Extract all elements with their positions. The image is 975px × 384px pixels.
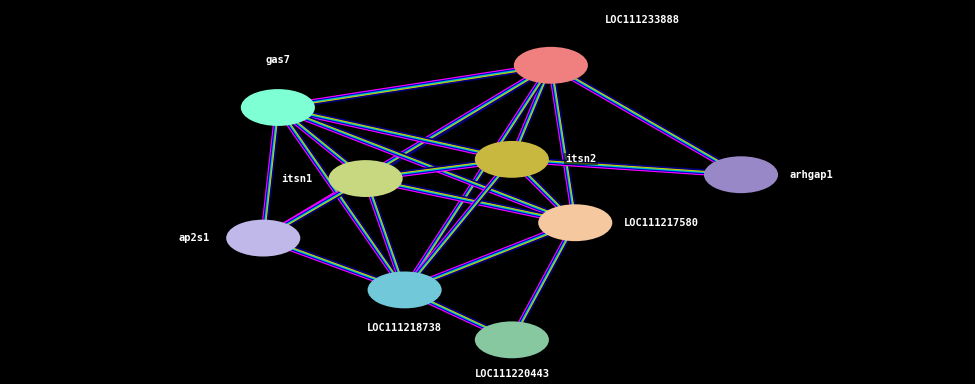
Text: ap2s1: ap2s1 [178, 233, 210, 243]
Ellipse shape [514, 47, 588, 84]
Text: LOC111220443: LOC111220443 [475, 369, 549, 379]
Ellipse shape [538, 204, 612, 241]
Ellipse shape [329, 160, 403, 197]
Ellipse shape [704, 156, 778, 193]
Text: gas7: gas7 [265, 55, 291, 65]
Ellipse shape [241, 89, 315, 126]
Text: itsn2: itsn2 [566, 154, 597, 164]
Ellipse shape [226, 220, 300, 257]
Text: LOC111218738: LOC111218738 [368, 323, 442, 333]
Text: LOC111233888: LOC111233888 [604, 15, 680, 25]
Text: itsn1: itsn1 [281, 174, 312, 184]
Text: LOC111217580: LOC111217580 [624, 218, 699, 228]
Ellipse shape [475, 141, 549, 178]
Ellipse shape [368, 271, 442, 308]
Text: arhgap1: arhgap1 [790, 170, 834, 180]
Ellipse shape [475, 321, 549, 358]
